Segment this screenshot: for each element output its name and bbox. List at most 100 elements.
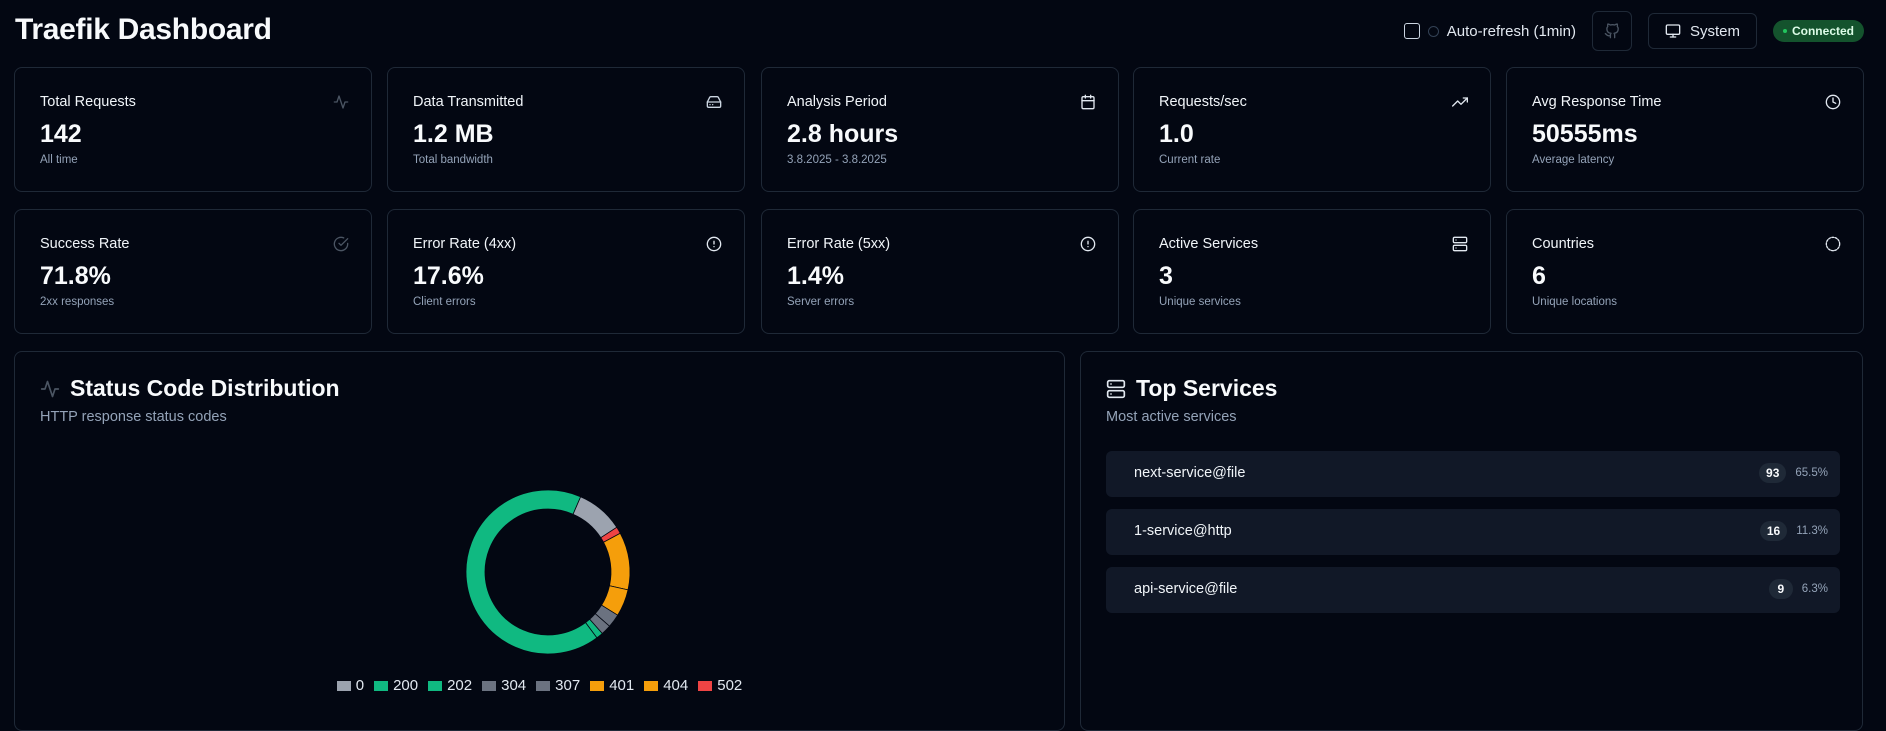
stat-label: Error Rate (5xx) (787, 236, 891, 252)
clock-icon (1825, 94, 1841, 110)
stat-sub: Current rate (1159, 154, 1221, 166)
activity-icon (333, 95, 349, 109)
legend-item-502[interactable]: 502 (698, 677, 742, 694)
alert-circle-icon (706, 236, 722, 252)
system-label: System (1689, 22, 1740, 40)
stat-value: 2.8 hours (787, 120, 899, 148)
stat-value: 1.2 MB (413, 120, 494, 148)
service-row[interactable]: api-service@file 9 6.3% (1106, 567, 1840, 613)
legend-swatch (536, 680, 551, 691)
stat-card-countries: Countries 6 Unique locations (1506, 209, 1864, 334)
legend-swatch (336, 680, 351, 691)
stat-label: Error Rate (4xx) (413, 236, 517, 252)
services-panel-subtitle: Most active services (1106, 409, 1237, 425)
auto-refresh-toggle[interactable]: Auto-refresh (1min) (1403, 22, 1576, 40)
legend-item-307[interactable]: 307 (536, 677, 580, 694)
legend-item-404[interactable]: 404 (644, 677, 688, 694)
auto-refresh-label: Auto-refresh (1min) (1446, 22, 1576, 40)
services-panel-title-text: Top Services (1136, 375, 1278, 401)
stat-value: 1.0 (1159, 120, 1194, 148)
service-percent: 11.3% (1796, 525, 1828, 537)
stat-sub: Average latency (1532, 154, 1615, 166)
server-icon (1452, 236, 1468, 252)
stat-label: Analysis Period (787, 94, 887, 110)
theme-system-button[interactable]: System (1647, 13, 1757, 49)
stat-sub: Server errors (787, 296, 855, 308)
legend-swatch (590, 680, 605, 691)
header: Traefik Dashboard Auto-refresh (1min) Sy… (0, 0, 1886, 60)
status-panel-title: Status Code Distribution (40, 375, 340, 402)
legend-label: 307 (555, 677, 581, 694)
legend-label: 0 (355, 677, 365, 694)
service-name: 1-service@http (1134, 523, 1232, 539)
check-circle-icon (333, 236, 349, 252)
github-icon (1604, 23, 1619, 39)
stat-sub: Unique services (1159, 296, 1241, 308)
status-panel-title-text: Status Code Distribution (70, 375, 340, 401)
stat-card-total-requests: Total Requests 142 All time (14, 67, 372, 192)
legend-item-304[interactable]: 304 (482, 677, 526, 694)
page-title: Traefik Dashboard (15, 13, 272, 46)
legend-label: 304 (501, 677, 527, 694)
legend-label: 502 (717, 677, 743, 694)
trending-up-icon (1452, 97, 1468, 107)
service-stats: 93 65.5% (1759, 463, 1828, 483)
calendar-icon (1081, 94, 1095, 110)
stat-value: 50555ms (1532, 120, 1638, 148)
server-icon (1106, 379, 1126, 398)
legend-label: 202 (447, 677, 473, 694)
stat-label: Countries (1532, 236, 1595, 252)
stat-card-data-transmitted: Data Transmitted 1.2 MB Total bandwidth (387, 67, 745, 192)
stat-label: Data Transmitted (413, 94, 524, 110)
legend-item-401[interactable]: 401 (590, 677, 634, 694)
stat-card-requests-per-sec: Requests/sec 1.0 Current rate (1133, 67, 1491, 192)
stat-value: 17.6% (413, 262, 484, 290)
stat-label: Avg Response Time (1532, 94, 1662, 110)
stat-value: 6 (1532, 262, 1546, 290)
donut-slice-404[interactable] (602, 532, 631, 591)
auto-refresh-checkbox[interactable] (1403, 23, 1420, 39)
legend-item-0[interactable]: 0 (336, 677, 365, 694)
services-panel-title: Top Services (1106, 375, 1277, 402)
stat-label: Success Rate (40, 236, 130, 252)
stat-value: 1.4% (787, 262, 844, 290)
legend-label: 200 (393, 677, 419, 694)
github-button[interactable] (1591, 11, 1632, 51)
service-count-badge: 9 (1768, 579, 1793, 599)
service-percent: 65.5% (1795, 467, 1828, 479)
status-badge-label: Connected (1791, 24, 1854, 38)
chart-legend: 0 200 202 304 307 401 404 502 (15, 677, 1064, 694)
stat-sub: 3.8.2025 - 3.8.2025 (787, 154, 887, 166)
legend-swatch (428, 680, 443, 691)
stat-label: Total Requests (40, 94, 136, 110)
stat-card-error-rate-5xx: Error Rate (5xx) 1.4% Server errors (761, 209, 1119, 334)
stat-value: 142 (40, 120, 82, 148)
status-dot-icon (1782, 29, 1787, 33)
stat-card-analysis-period: Analysis Period 2.8 hours 3.8.2025 - 3.8… (761, 67, 1119, 192)
legend-item-200[interactable]: 200 (374, 677, 418, 694)
service-count-badge: 16 (1759, 521, 1788, 541)
refresh-icon (1427, 25, 1439, 37)
service-stats: 9 6.3% (1768, 579, 1828, 599)
status-donut-chart (465, 489, 631, 655)
legend-swatch (374, 680, 389, 691)
service-percent: 6.3% (1801, 583, 1828, 595)
stat-card-active-services: Active Services 3 Unique services (1133, 209, 1491, 334)
service-name: api-service@file (1134, 581, 1238, 597)
legend-swatch (698, 680, 713, 691)
activity-icon (40, 380, 60, 397)
alert-circle-icon (1080, 236, 1096, 252)
service-count-badge: 93 (1759, 463, 1787, 483)
service-stats: 16 11.3% (1759, 521, 1828, 541)
donut-slice-200[interactable] (465, 489, 598, 655)
stat-value: 3 (1159, 262, 1173, 290)
legend-swatch (482, 680, 497, 691)
stat-card-success-rate: Success Rate 71.8% 2xx responses (14, 209, 372, 334)
service-row[interactable]: 1-service@http 16 11.3% (1106, 509, 1840, 555)
legend-label: 404 (663, 677, 689, 694)
service-row[interactable]: next-service@file 93 65.5% (1106, 451, 1840, 497)
status-code-panel: Status Code Distribution HTTP response s… (14, 351, 1065, 731)
stat-label: Requests/sec (1159, 94, 1247, 110)
stat-sub: Total bandwidth (413, 154, 493, 166)
legend-item-202[interactable]: 202 (428, 677, 472, 694)
